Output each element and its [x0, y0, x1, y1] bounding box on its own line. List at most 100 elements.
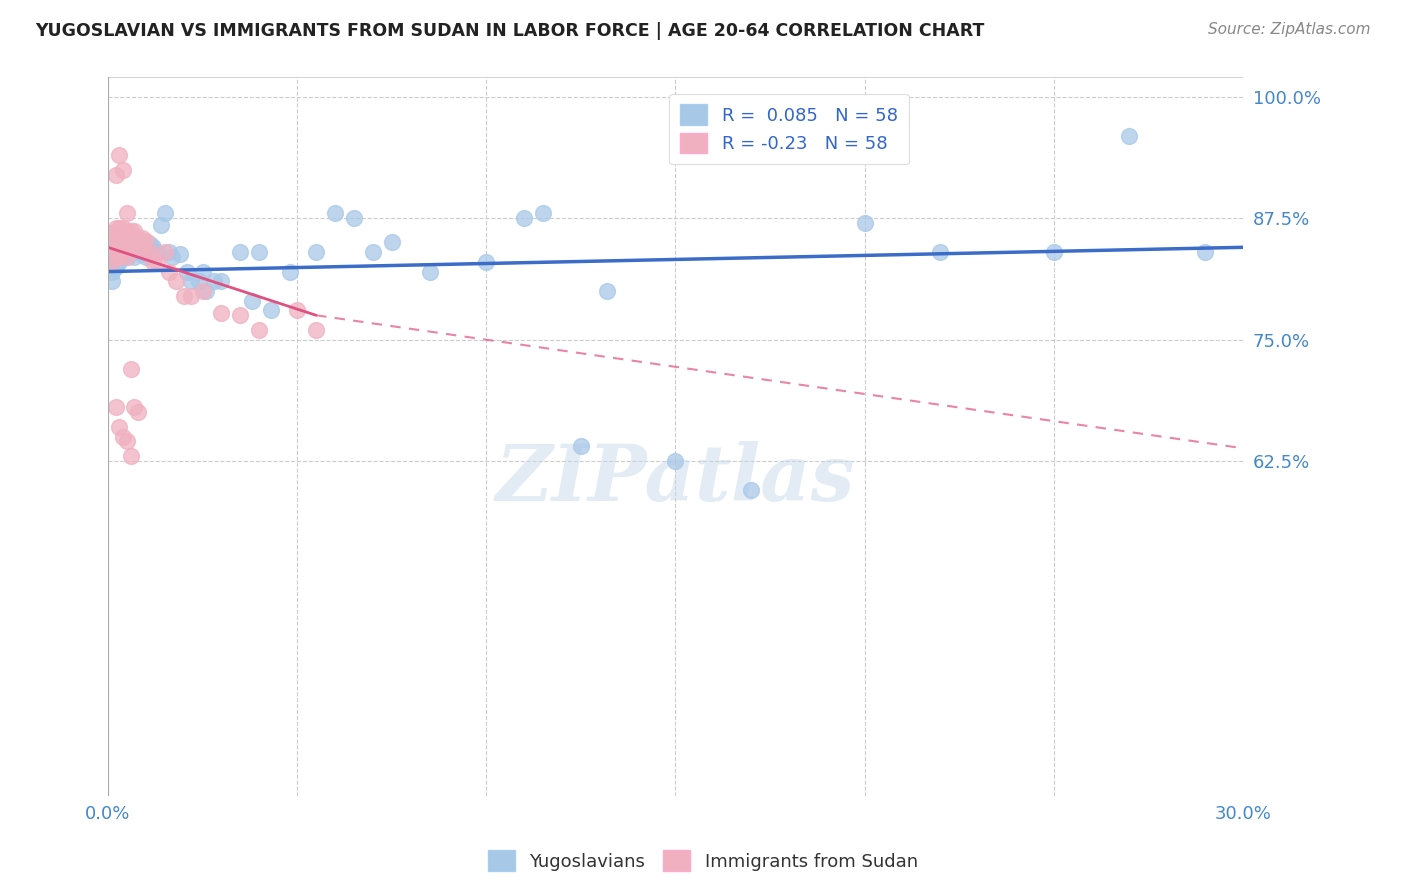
- Point: [191, 284, 214, 298]
- Point: [127, 237, 149, 252]
- Point: [120, 361, 142, 376]
- Point: [247, 323, 270, 337]
- Point: [124, 224, 146, 238]
- Point: [124, 250, 146, 264]
- Point: [142, 255, 165, 269]
- Point: [108, 220, 131, 235]
- Point: [108, 420, 131, 434]
- Point: [1194, 245, 1216, 260]
- Point: [361, 245, 384, 260]
- Point: [285, 303, 308, 318]
- Point: [100, 255, 122, 269]
- Point: [323, 206, 346, 220]
- Point: [419, 264, 441, 278]
- Point: [104, 168, 127, 182]
- Point: [115, 206, 138, 220]
- Point: [104, 250, 127, 264]
- Point: [135, 245, 157, 260]
- Point: [531, 206, 554, 220]
- Point: [120, 224, 142, 238]
- Point: [100, 226, 122, 240]
- Point: [115, 434, 138, 449]
- Point: [124, 230, 146, 244]
- Point: [187, 274, 209, 288]
- Point: [127, 240, 149, 254]
- Point: [104, 230, 127, 244]
- Point: [112, 237, 135, 252]
- Point: [195, 284, 218, 298]
- Point: [153, 245, 176, 260]
- Point: [153, 206, 176, 220]
- Point: [112, 227, 135, 242]
- Point: [229, 245, 252, 260]
- Point: [108, 250, 131, 264]
- Point: [142, 240, 165, 254]
- Point: [108, 255, 131, 269]
- Point: [104, 401, 127, 415]
- Point: [664, 454, 686, 468]
- Point: [112, 220, 135, 235]
- Point: [513, 211, 536, 226]
- Point: [120, 240, 142, 254]
- Point: [135, 250, 157, 264]
- Point: [112, 429, 135, 443]
- Point: [115, 224, 138, 238]
- Point: [112, 162, 135, 177]
- Point: [173, 289, 195, 303]
- Point: [100, 264, 122, 278]
- Legend: R =  0.085   N = 58, R = -0.23   N = 58: R = 0.085 N = 58, R = -0.23 N = 58: [669, 94, 908, 164]
- Point: [381, 235, 404, 250]
- Point: [108, 240, 131, 254]
- Point: [165, 274, 187, 288]
- Point: [115, 235, 138, 250]
- Point: [127, 244, 149, 258]
- Point: [100, 245, 122, 260]
- Point: [149, 218, 172, 232]
- Point: [305, 323, 328, 337]
- Point: [131, 230, 153, 244]
- Point: [343, 211, 366, 226]
- Text: Source: ZipAtlas.com: Source: ZipAtlas.com: [1208, 22, 1371, 37]
- Point: [475, 255, 498, 269]
- Point: [115, 250, 138, 264]
- Point: [100, 235, 122, 250]
- Point: [124, 240, 146, 254]
- Point: [191, 264, 214, 278]
- Point: [138, 245, 160, 260]
- Point: [180, 274, 202, 288]
- Point: [131, 247, 153, 261]
- Point: [120, 245, 142, 260]
- Point: [104, 260, 127, 274]
- Point: [853, 216, 876, 230]
- Text: YUGOSLAVIAN VS IMMIGRANTS FROM SUDAN IN LABOR FORCE | AGE 20-64 CORRELATION CHAR: YUGOSLAVIAN VS IMMIGRANTS FROM SUDAN IN …: [35, 22, 984, 40]
- Point: [120, 240, 142, 254]
- Point: [162, 250, 184, 264]
- Point: [138, 237, 160, 252]
- Point: [120, 449, 142, 463]
- Point: [100, 274, 122, 288]
- Point: [157, 264, 180, 278]
- Point: [124, 245, 146, 260]
- Point: [929, 245, 952, 260]
- Point: [1043, 245, 1066, 260]
- Point: [108, 240, 131, 254]
- Point: [108, 230, 131, 244]
- Point: [127, 405, 149, 419]
- Point: [112, 245, 135, 260]
- Point: [146, 255, 169, 269]
- Point: [157, 245, 180, 260]
- Point: [146, 245, 169, 260]
- Point: [1118, 128, 1140, 143]
- Point: [229, 308, 252, 322]
- Point: [104, 250, 127, 264]
- Legend: Yugoslavians, Immigrants from Sudan: Yugoslavians, Immigrants from Sudan: [481, 843, 925, 879]
- Point: [211, 306, 233, 320]
- Point: [247, 245, 270, 260]
- Point: [211, 274, 233, 288]
- Point: [176, 264, 198, 278]
- Point: [569, 439, 592, 453]
- Point: [260, 303, 283, 318]
- Point: [124, 401, 146, 415]
- Point: [305, 245, 328, 260]
- Point: [240, 293, 263, 308]
